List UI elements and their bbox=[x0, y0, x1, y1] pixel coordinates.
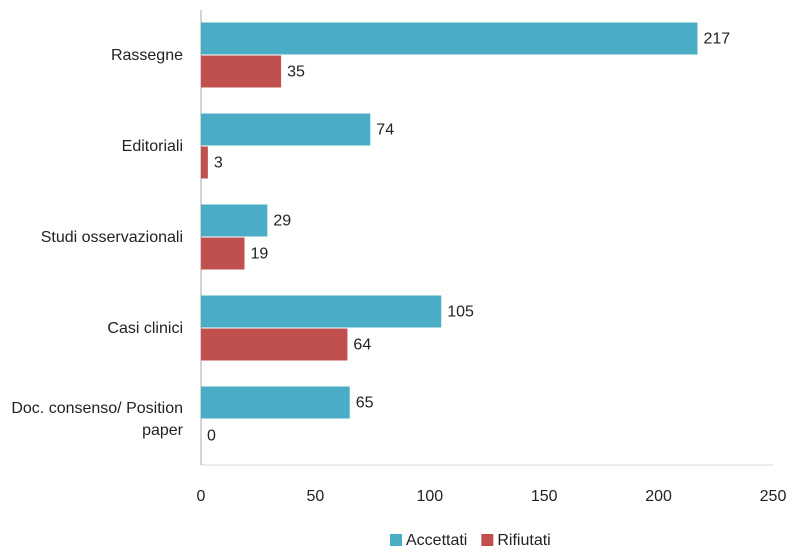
x-tick-label: 150 bbox=[531, 488, 558, 505]
bar bbox=[201, 113, 371, 146]
data-label: 3 bbox=[214, 155, 223, 172]
x-tick-label: 50 bbox=[307, 488, 325, 505]
data-label: 64 bbox=[353, 337, 371, 354]
bar bbox=[201, 386, 350, 419]
legend-swatch bbox=[481, 534, 494, 546]
data-label: 217 bbox=[703, 31, 730, 48]
data-label: 35 bbox=[287, 64, 305, 81]
data-label: 105 bbox=[447, 304, 474, 321]
data-label: 29 bbox=[273, 213, 291, 230]
x-tick-label: 250 bbox=[760, 488, 787, 505]
bar bbox=[201, 22, 698, 55]
bar bbox=[201, 55, 282, 88]
bar bbox=[201, 204, 268, 237]
data-label: 74 bbox=[376, 122, 394, 139]
bar bbox=[201, 328, 348, 361]
data-label: 19 bbox=[250, 246, 268, 263]
y-tick-label: Casi clinici bbox=[107, 319, 183, 337]
bar bbox=[201, 295, 442, 328]
legend-swatch bbox=[390, 534, 402, 546]
bar bbox=[201, 146, 208, 179]
x-tick-label: 200 bbox=[645, 488, 672, 505]
data-label: 65 bbox=[356, 395, 374, 412]
legend-label: Rifiutati bbox=[497, 532, 550, 549]
x-tick-label: 0 bbox=[197, 488, 206, 505]
y-tick-label: Editoriali bbox=[121, 137, 183, 155]
legend-label: Accettati bbox=[406, 532, 467, 549]
data-label: 0 bbox=[207, 428, 216, 445]
y-tick-label: Studi osservazionali bbox=[40, 228, 183, 246]
y-tick-label: Doc. consenso/ Position paper bbox=[11, 399, 183, 439]
bar bbox=[201, 237, 245, 270]
y-tick-label: Rassegne bbox=[110, 46, 183, 64]
x-tick-label: 100 bbox=[416, 488, 443, 505]
